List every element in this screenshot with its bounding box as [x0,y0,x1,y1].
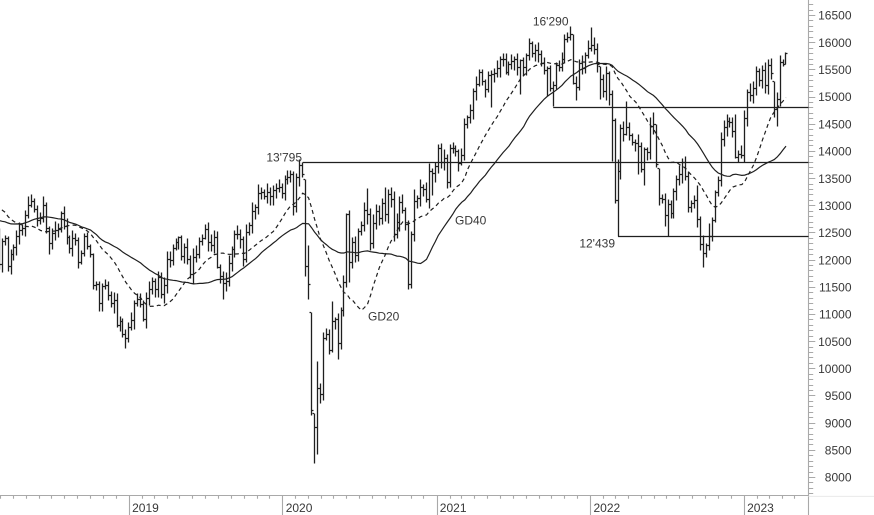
svg-text:2019: 2019 [132,501,159,515]
svg-text:14000: 14000 [818,145,852,159]
svg-text:11000: 11000 [819,308,852,322]
svg-text:12500: 12500 [818,226,852,240]
svg-text:16'290: 16'290 [533,15,569,29]
svg-text:13'795: 13'795 [266,150,302,164]
svg-text:13500: 13500 [818,172,852,186]
svg-text:14500: 14500 [818,117,852,131]
svg-text:10000: 10000 [818,362,852,376]
svg-text:2021: 2021 [440,501,467,515]
svg-text:15500: 15500 [818,63,852,77]
svg-text:13000: 13000 [818,199,852,213]
svg-text:15000: 15000 [818,90,852,104]
svg-text:12000: 12000 [818,253,852,267]
svg-text:16000: 16000 [818,36,852,50]
svg-text:GD40: GD40 [455,214,487,228]
svg-text:2023: 2023 [747,501,774,515]
svg-text:2020: 2020 [286,501,313,515]
svg-text:2022: 2022 [594,501,621,515]
svg-text:16500: 16500 [818,9,852,23]
svg-text:8000: 8000 [825,471,852,485]
svg-text:11500: 11500 [819,281,852,295]
svg-text:10500: 10500 [818,335,852,349]
svg-text:9000: 9000 [825,416,852,430]
svg-text:GD20: GD20 [368,310,400,324]
svg-text:12'439: 12'439 [579,237,615,251]
svg-text:9500: 9500 [825,389,852,403]
svg-text:8500: 8500 [825,444,852,458]
